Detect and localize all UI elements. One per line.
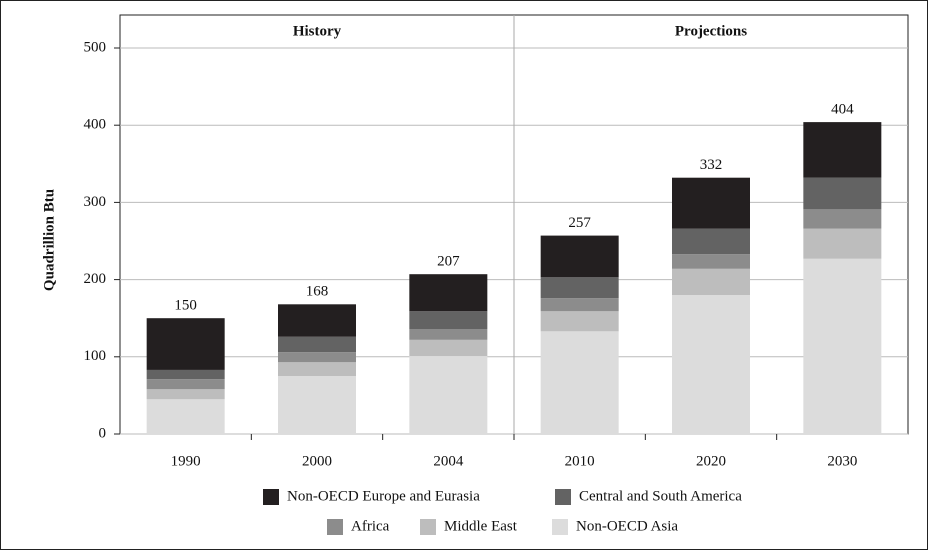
total-label: 150	[174, 298, 197, 314]
total-label: 207	[437, 254, 460, 270]
total-label: 168	[306, 284, 329, 300]
y-tick-label: 200	[84, 271, 107, 287]
bar-segment	[146, 399, 225, 434]
bar-segment	[409, 329, 488, 340]
bar-segment	[803, 209, 882, 229]
legend-swatch	[327, 519, 343, 535]
bar-segment	[278, 362, 356, 377]
bar-segment	[409, 274, 488, 312]
bar-segment	[672, 268, 750, 296]
bar-segment	[540, 311, 619, 332]
y-tick-label: 0	[99, 425, 107, 441]
legend-swatch	[552, 519, 568, 535]
section-label: Projections	[675, 23, 747, 39]
bar-segment	[672, 295, 750, 434]
bar-segment	[278, 336, 356, 353]
x-tick-label: 2000	[302, 453, 332, 469]
bar-segment	[409, 356, 488, 434]
bar-segment	[146, 379, 225, 390]
section-label: History	[293, 23, 342, 39]
total-label: 404	[831, 102, 854, 118]
bar-segment	[540, 277, 619, 299]
x-tick-label: 2010	[565, 453, 595, 469]
x-tick-label: 2004	[433, 453, 464, 469]
y-tick-label: 500	[84, 39, 107, 55]
bar-segment	[672, 228, 750, 255]
bar-segment	[278, 376, 356, 434]
y-tick-label: 300	[84, 194, 107, 210]
legend-label: Middle East	[444, 518, 518, 534]
legend-swatch	[555, 489, 571, 505]
x-tick-label: 2020	[696, 453, 726, 469]
bar-segment	[146, 389, 225, 400]
total-label: 257	[568, 215, 591, 231]
x-tick-label: 2030	[827, 453, 857, 469]
legend-swatch	[420, 519, 436, 535]
bar-segment	[672, 254, 750, 269]
bar-segment	[803, 122, 882, 178]
legend-label: Non-OECD Europe and Eurasia	[287, 488, 480, 504]
bar-segment	[803, 258, 882, 434]
legend-label: Non-OECD Asia	[576, 518, 678, 534]
bar-segment	[278, 304, 356, 337]
bar-segment	[803, 228, 882, 259]
bar-segment	[409, 339, 488, 357]
y-tick-label: 100	[84, 348, 107, 364]
bar-segment	[146, 369, 225, 380]
bar-segment	[540, 331, 619, 434]
bar-segment	[540, 235, 619, 278]
bar-segment	[672, 177, 750, 229]
legend-label: Africa	[351, 518, 390, 534]
bar-segment	[540, 298, 619, 312]
bar-segment	[146, 318, 225, 370]
total-label: 332	[700, 157, 723, 173]
legend-label: Central and South America	[579, 488, 742, 504]
bar-segment	[803, 177, 882, 210]
y-tick-label: 400	[84, 117, 107, 133]
x-tick-label: 1990	[171, 453, 201, 469]
bar-segment	[409, 311, 488, 330]
legend-swatch	[263, 489, 279, 505]
y-axis-label: Quadrillion Btu	[41, 189, 57, 291]
bar-segment	[278, 352, 356, 363]
